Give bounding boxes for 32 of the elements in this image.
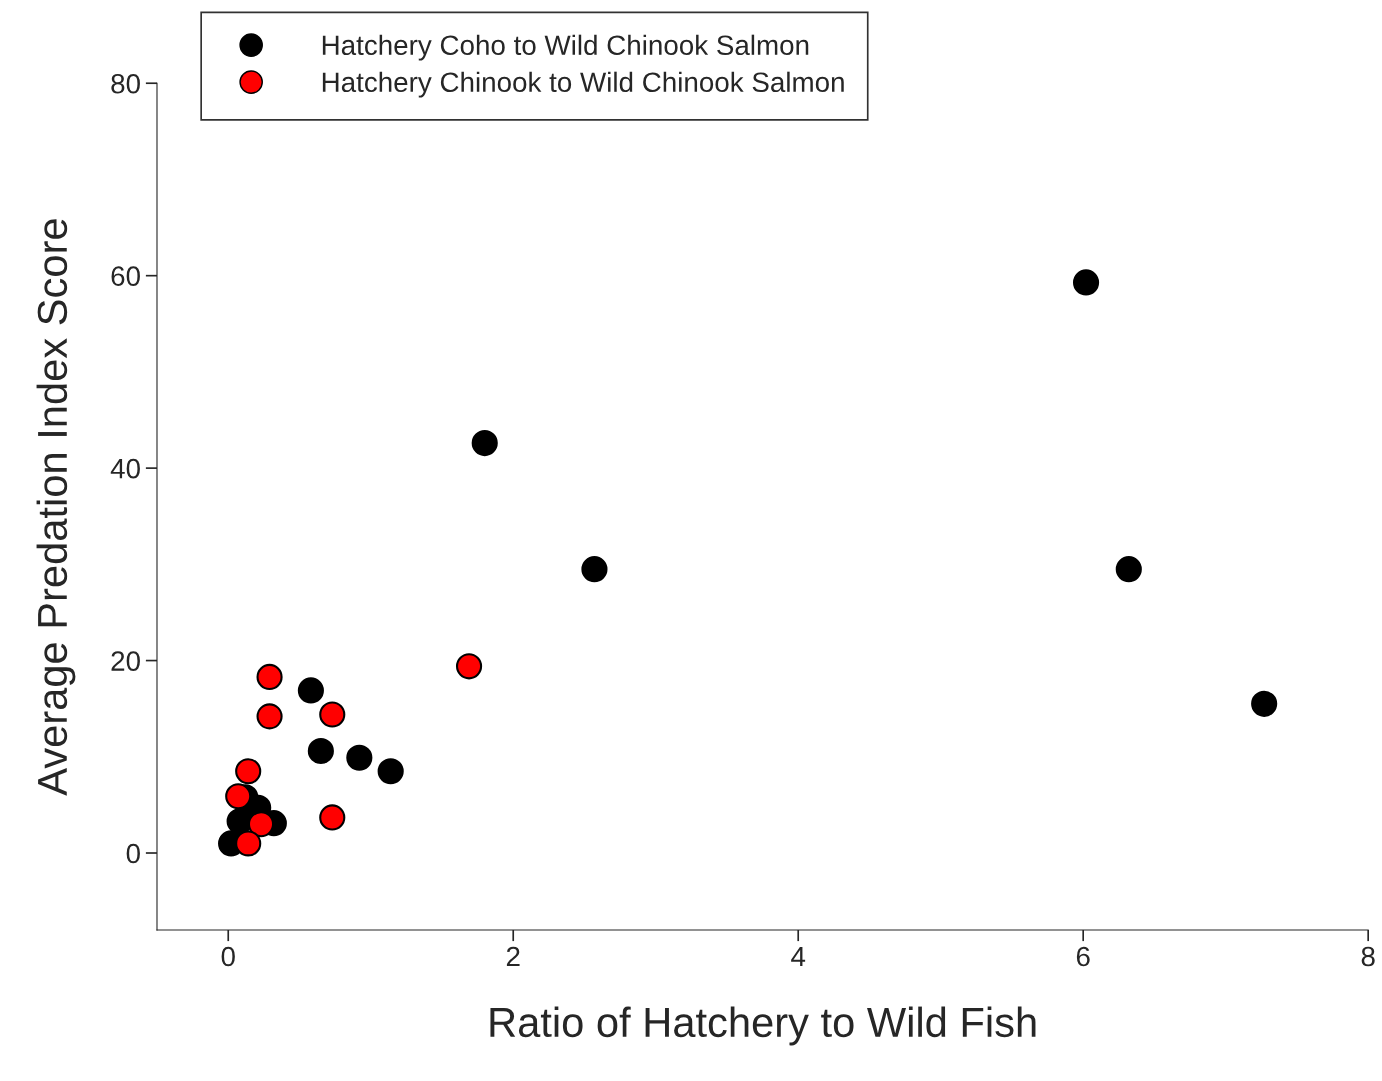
legend-label: Hatchery Chinook to Wild Chinook Salmon xyxy=(322,71,844,98)
point xyxy=(235,830,262,857)
point xyxy=(1115,556,1142,583)
y-tick-label: 20 xyxy=(111,651,140,671)
y-tick-label: 60 xyxy=(111,266,140,287)
point xyxy=(377,758,404,785)
point xyxy=(235,758,262,785)
y-tick-label: 0 xyxy=(126,843,140,864)
x-tick-label: 0 xyxy=(221,946,235,967)
point xyxy=(319,701,346,728)
legend-label: Hatchery Coho to Wild Chinook Salmon xyxy=(322,34,809,61)
point xyxy=(256,663,283,690)
point xyxy=(319,804,346,831)
x-tick-label: 2 xyxy=(506,946,520,967)
point xyxy=(247,811,275,838)
y-tick-label: 80 xyxy=(111,73,140,94)
point xyxy=(225,783,252,810)
point xyxy=(1251,690,1278,717)
x-tick-label: 4 xyxy=(791,946,806,967)
y-tick-label: 40 xyxy=(110,458,140,479)
point xyxy=(297,677,324,704)
x-tick-label: 8 xyxy=(1361,946,1375,967)
point xyxy=(581,556,608,583)
x-tick-label: 6 xyxy=(1076,946,1090,967)
point xyxy=(256,703,283,730)
point xyxy=(455,653,483,680)
point xyxy=(471,430,498,457)
point xyxy=(307,737,334,765)
x-axis-title: Ratio of Hatchery to Wild Fish xyxy=(490,1006,1036,1046)
point xyxy=(1072,269,1100,296)
y-axis-title: Average Predation Index Score xyxy=(36,219,76,796)
point xyxy=(346,744,373,771)
